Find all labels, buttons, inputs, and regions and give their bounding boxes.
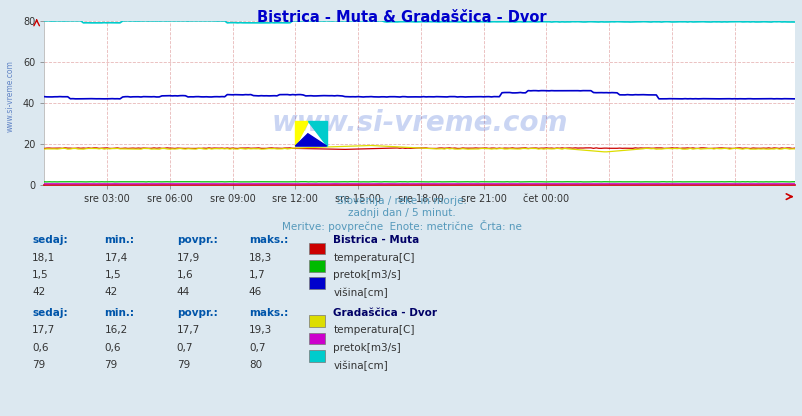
Text: sedaj:: sedaj: [32, 235, 67, 245]
Text: 79: 79 [176, 360, 190, 370]
Text: maks.:: maks.: [249, 308, 288, 318]
Text: 0,7: 0,7 [249, 343, 265, 353]
Text: 0,6: 0,6 [32, 343, 49, 353]
Text: 1,5: 1,5 [32, 270, 49, 280]
Text: 19,3: 19,3 [249, 325, 272, 335]
Text: temperatura[C]: temperatura[C] [333, 325, 414, 335]
Text: povpr.:: povpr.: [176, 235, 217, 245]
Text: Meritve: povprečne  Enote: metrične  Črta: ne: Meritve: povprečne Enote: metrične Črta:… [282, 220, 520, 233]
Text: 79: 79 [32, 360, 46, 370]
Text: maks.:: maks.: [249, 235, 288, 245]
Text: povpr.:: povpr.: [176, 308, 217, 318]
Text: 80: 80 [249, 360, 261, 370]
Text: min.:: min.: [104, 235, 134, 245]
Text: zadnji dan / 5 minut.: zadnji dan / 5 minut. [347, 208, 455, 218]
Text: temperatura[C]: temperatura[C] [333, 253, 414, 262]
Polygon shape [295, 134, 326, 146]
Text: pretok[m3/s]: pretok[m3/s] [333, 270, 400, 280]
Text: Bistrica - Muta: Bistrica - Muta [333, 235, 419, 245]
Text: 1,7: 1,7 [249, 270, 265, 280]
Text: 17,9: 17,9 [176, 253, 200, 262]
Text: 0,7: 0,7 [176, 343, 193, 353]
Text: 17,4: 17,4 [104, 253, 128, 262]
Text: Slovenija / reke in morje.: Slovenija / reke in morje. [336, 196, 466, 206]
Text: 42: 42 [32, 287, 46, 297]
Text: 18,3: 18,3 [249, 253, 272, 262]
Text: 42: 42 [104, 287, 118, 297]
Text: 17,7: 17,7 [176, 325, 200, 335]
Text: 1,6: 1,6 [176, 270, 193, 280]
Text: www.si-vreme.com: www.si-vreme.com [6, 60, 15, 131]
Text: višina[cm]: višina[cm] [333, 360, 387, 371]
Text: 1,5: 1,5 [104, 270, 121, 280]
Text: 18,1: 18,1 [32, 253, 55, 262]
Text: 46: 46 [249, 287, 262, 297]
Text: 16,2: 16,2 [104, 325, 128, 335]
Text: 79: 79 [104, 360, 118, 370]
Polygon shape [295, 121, 307, 146]
Text: 17,7: 17,7 [32, 325, 55, 335]
Text: min.:: min.: [104, 308, 134, 318]
Polygon shape [307, 121, 326, 146]
Text: Gradaščica - Dvor: Gradaščica - Dvor [333, 308, 437, 318]
Text: sedaj:: sedaj: [32, 308, 67, 318]
Text: www.si-vreme.com: www.si-vreme.com [271, 109, 567, 137]
Text: pretok[m3/s]: pretok[m3/s] [333, 343, 400, 353]
Text: 44: 44 [176, 287, 190, 297]
Text: 0,6: 0,6 [104, 343, 121, 353]
Text: Bistrica - Muta & Gradaščica - Dvor: Bistrica - Muta & Gradaščica - Dvor [257, 10, 545, 25]
Text: višina[cm]: višina[cm] [333, 287, 387, 298]
